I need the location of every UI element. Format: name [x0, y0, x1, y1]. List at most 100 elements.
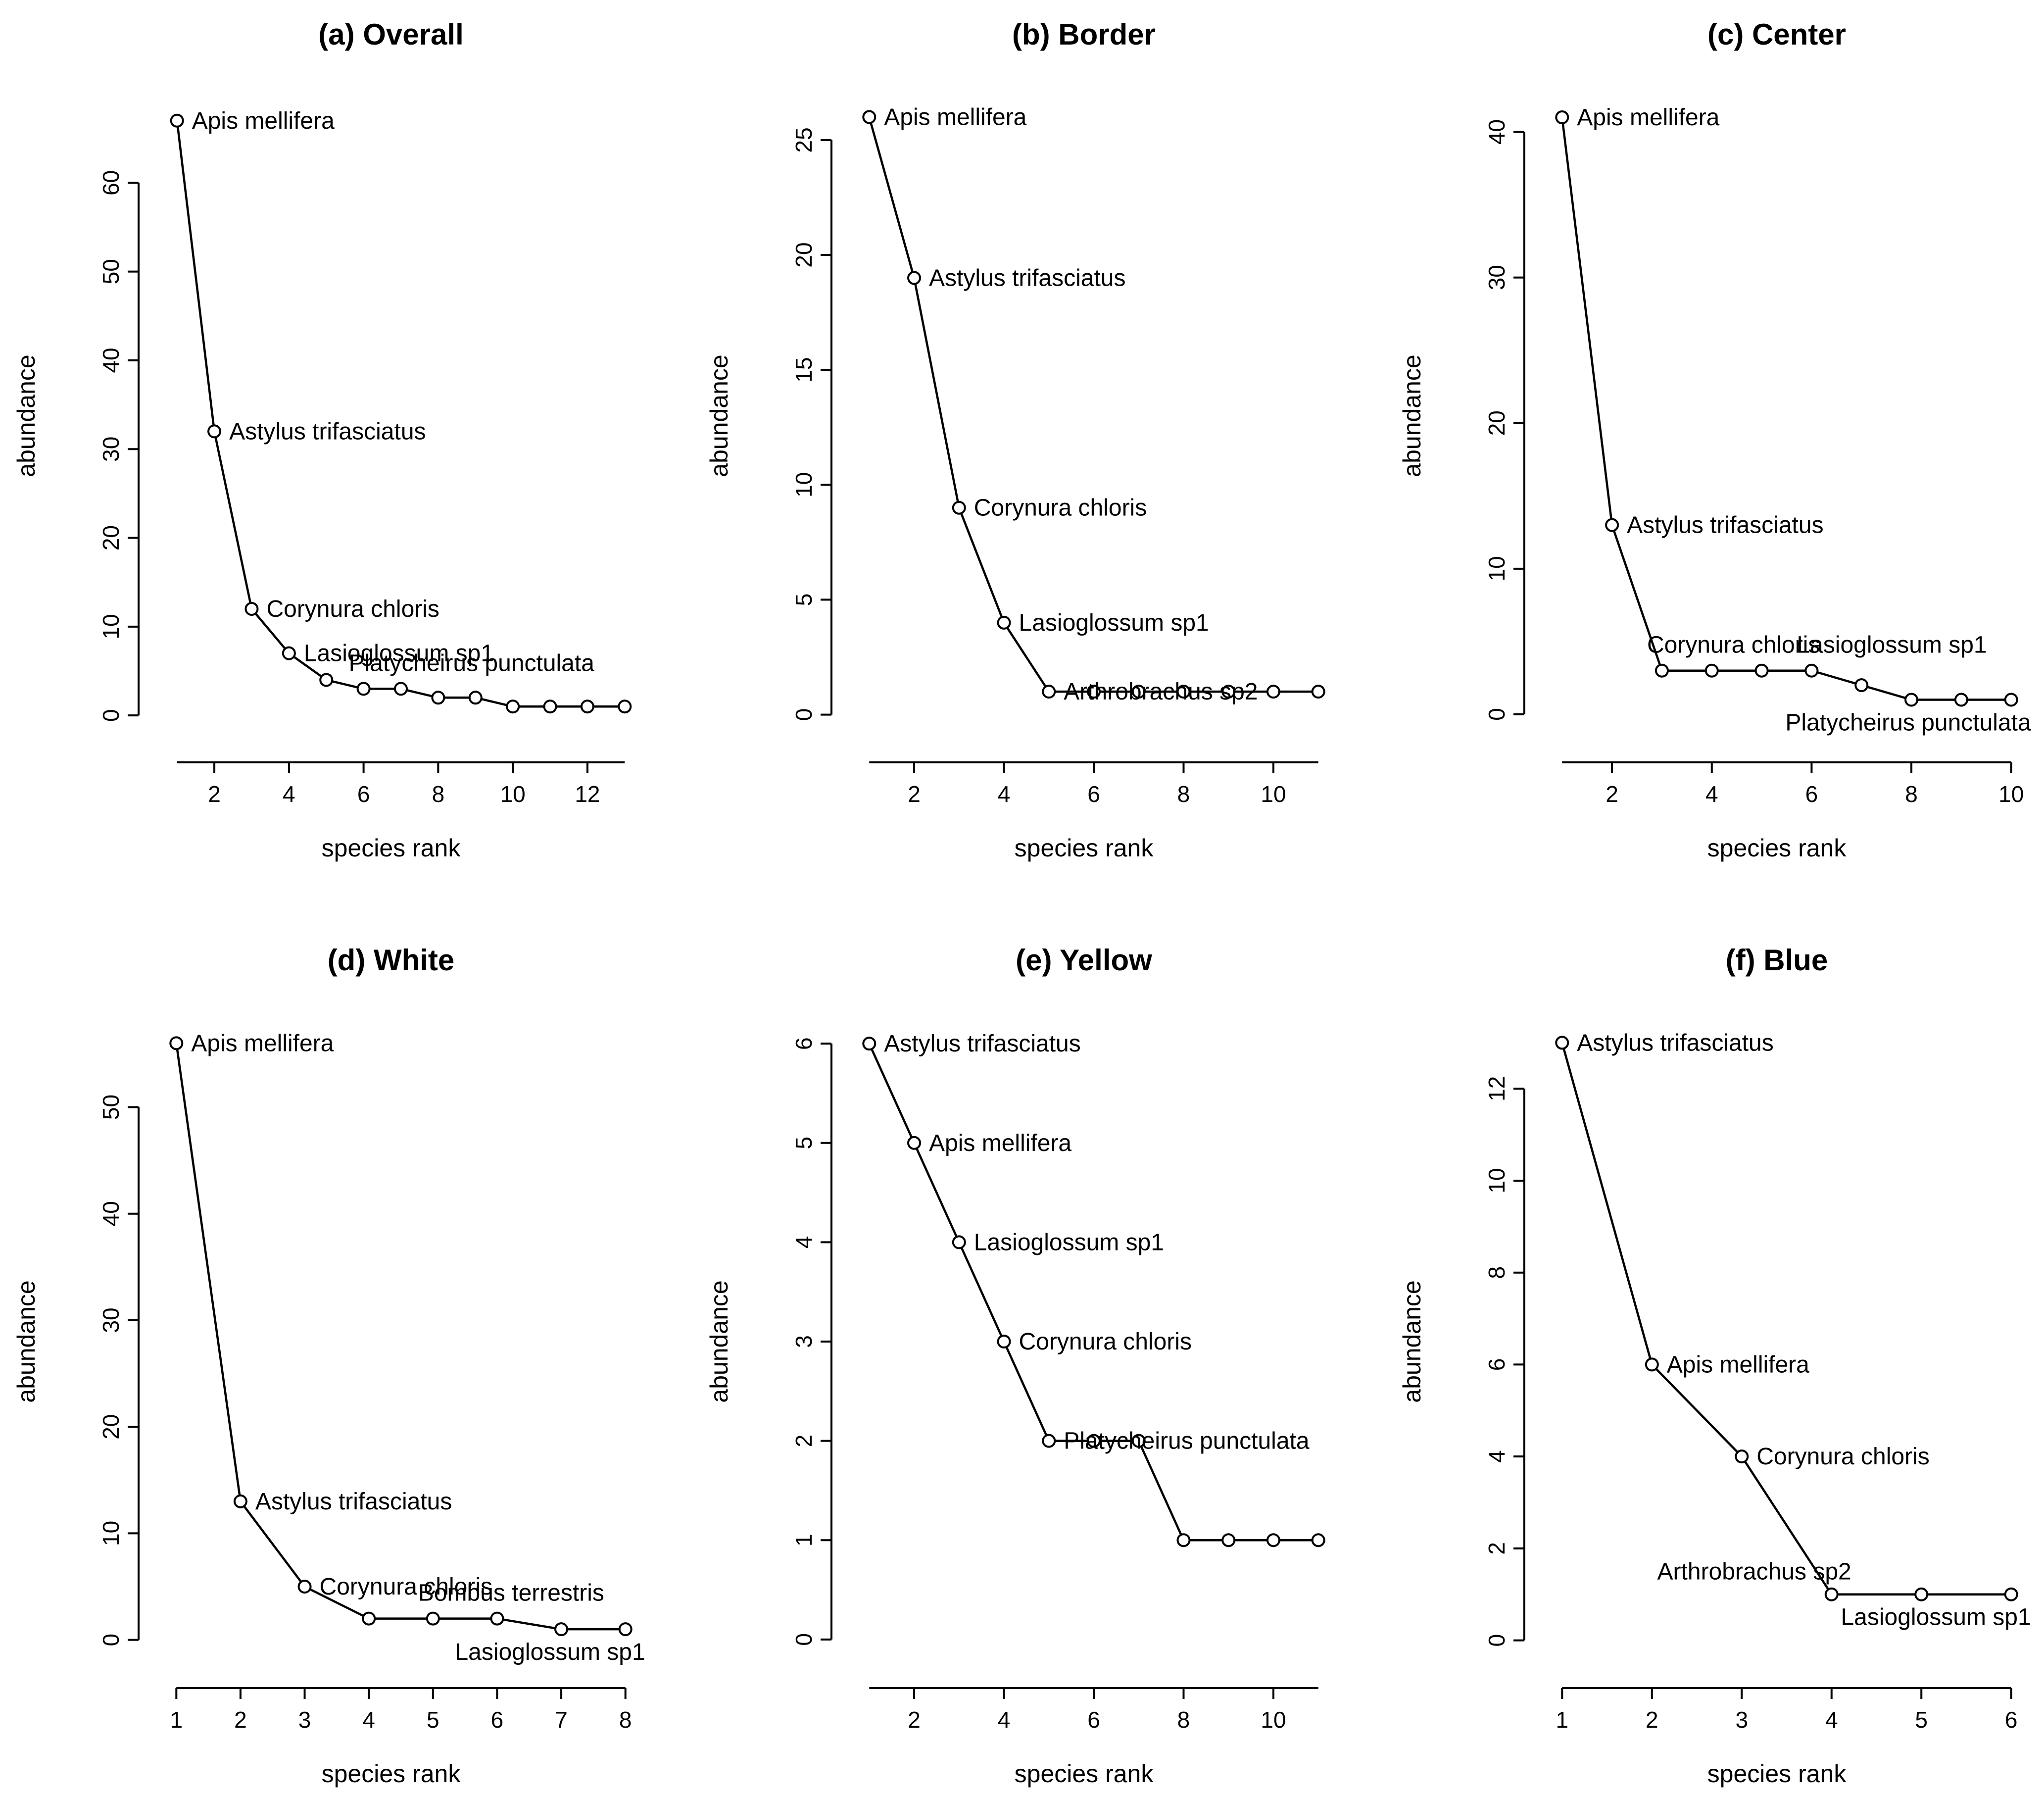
panel-2: (b) Border 0 5 10 15 20 25 2 4 6 8 10 species rank ab…: [705, 18, 1325, 862]
data-point: [1555, 110, 1569, 125]
data-point: [244, 602, 259, 616]
y-tick-label: 2: [791, 1435, 817, 1447]
y-tick-label: 0: [98, 709, 124, 722]
y-tick-label: 6: [1484, 1358, 1509, 1371]
data-point: [1266, 1533, 1280, 1547]
data-point: [319, 673, 334, 687]
y-tick-label: 6: [791, 1037, 817, 1050]
x-tick-label: 6: [1805, 781, 1818, 807]
data-point: [1735, 1449, 1749, 1464]
x-tick-label: 10: [1261, 1707, 1286, 1733]
species-label: Corynura chloris: [1647, 632, 1820, 658]
series-line: [1561, 117, 2011, 701]
y-tick-label: 0: [1484, 708, 1509, 721]
data-point: [506, 699, 520, 714]
y-tick-label: 1: [791, 1534, 817, 1547]
species-label: Corynura chloris: [1019, 1329, 1192, 1355]
y-tick-label: 30: [1484, 265, 1509, 290]
x-tick-label: 10: [1998, 781, 2024, 807]
species-label: Lasioglossum sp1: [974, 1229, 1164, 1255]
x-tick-label: 4: [1825, 1707, 1838, 1733]
x-tick-label: 8: [1177, 781, 1190, 807]
panel-title: (d) White: [328, 944, 455, 977]
x-tick-label: 3: [298, 1707, 311, 1733]
series-line: [1561, 1042, 2011, 1596]
y-tick-label: 20: [98, 525, 124, 550]
data-point: [1131, 685, 1146, 699]
species-label: Astylus trifasciatus: [255, 1489, 452, 1515]
data-point: [1655, 663, 1669, 678]
species-label: Apis mellifera: [1577, 104, 1719, 131]
data-point: [362, 1611, 376, 1626]
x-tick-label: 2: [208, 781, 221, 807]
data-point: [543, 699, 557, 714]
panel-5: (e) Yellow 0 1 2 3 4 5 6 2 4 6 8 10 species rank abund…: [705, 944, 1325, 1788]
x-tick-label: 12: [575, 781, 600, 807]
data-point: [997, 615, 1011, 630]
y-tick-label: 10: [1484, 1168, 1509, 1193]
species-label: Astylus trifasciatus: [229, 418, 426, 445]
x-tick-label: 4: [998, 781, 1011, 807]
data-point: [1311, 1533, 1325, 1547]
data-point: [1042, 685, 1056, 699]
species-label: Bombus terrestris: [418, 1580, 604, 1606]
x-tick-label: 2: [1606, 781, 1618, 807]
species-label: Platycheirus punctulata: [1785, 710, 2031, 736]
data-point: [1555, 1036, 1569, 1050]
data-point: [394, 682, 408, 696]
data-point: [907, 1136, 922, 1150]
species-label: Apis mellifera: [191, 1030, 334, 1056]
y-tick-label: 15: [791, 357, 817, 383]
x-tick-label: 7: [555, 1707, 568, 1733]
data-point: [2004, 1587, 2018, 1601]
data-point: [1904, 693, 1919, 707]
y-tick-label: 40: [98, 348, 124, 373]
y-tick-label: 20: [98, 1414, 124, 1440]
x-tick-label: 8: [1177, 1707, 1190, 1733]
x-axis-label: species rank: [1015, 834, 1154, 862]
data-point: [233, 1494, 247, 1508]
y-tick-label: 10: [98, 614, 124, 639]
x-axis-label: species rank: [1707, 834, 1847, 862]
panel-3: (c) Center 0 10 20 30 40 2 4 6 8 10 species rank abu…: [1398, 18, 2031, 862]
species-label: Lasioglossum sp1: [304, 641, 494, 667]
x-axis-label: species rank: [322, 1760, 461, 1788]
y-tick-label: 0: [1484, 1634, 1509, 1647]
x-tick-label: 10: [500, 781, 526, 807]
species-label: Astylus trifasciatus: [1577, 1030, 1773, 1056]
data-point: [1087, 1434, 1101, 1448]
data-point: [426, 1611, 440, 1626]
species-label: Astylus trifasciatus: [929, 265, 1125, 291]
data-point: [1176, 685, 1191, 699]
species-label: Astylus trifasciatus: [1627, 512, 1823, 539]
data-point: [490, 1611, 504, 1626]
panel-title: (f) Blue: [1726, 944, 1828, 977]
x-tick-label: 2: [234, 1707, 247, 1733]
x-tick-label: 8: [432, 781, 445, 807]
species-label: Apis mellifera: [1667, 1351, 1809, 1378]
species-label: Platycheirus punctulata: [349, 650, 595, 676]
panel-title: (c) Center: [1707, 18, 1846, 51]
y-tick-label: 4: [791, 1236, 817, 1249]
x-tick-label: 5: [427, 1707, 439, 1733]
y-tick-label: 10: [98, 1521, 124, 1546]
x-tick-label: 8: [1905, 781, 1918, 807]
data-point: [618, 699, 632, 714]
panel-title: (b) Border: [1012, 18, 1156, 51]
y-tick-label: 30: [98, 1307, 124, 1333]
y-tick-label: 40: [1484, 119, 1509, 145]
data-point: [1266, 685, 1280, 699]
species-label: Corynura chloris: [1756, 1444, 1929, 1470]
x-tick-label: 5: [1915, 1707, 1928, 1733]
x-tick-label: 4: [998, 1707, 1011, 1733]
x-tick-label: 4: [283, 781, 295, 807]
y-tick-label: 50: [98, 1095, 124, 1120]
data-point: [1221, 1533, 1236, 1547]
data-point: [1221, 685, 1236, 699]
x-tick-label: 3: [1735, 1707, 1748, 1733]
panel-1: (a) Overall 0 10 20 30 40 50 60 2 4 6 8 10 12 species …: [12, 18, 632, 862]
x-tick-label: 1: [170, 1707, 183, 1733]
data-point: [554, 1622, 569, 1637]
data-point: [431, 691, 445, 705]
